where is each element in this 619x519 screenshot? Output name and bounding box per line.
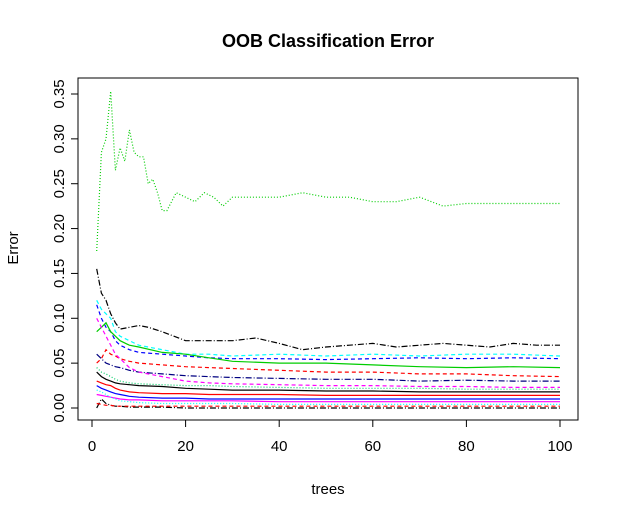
series-line-3	[96, 300, 561, 357]
series-line-15	[96, 398, 560, 409]
x-tick-label: 100	[547, 438, 572, 455]
x-tick-label: 20	[177, 438, 194, 455]
series-line-16	[96, 402, 560, 407]
x-tick-label: 40	[271, 438, 288, 455]
y-axis: 0.00 0.05 0.10 0.15 0.20 0.25 0.30 0.35	[51, 79, 79, 423]
y-tick-label: 0.15	[51, 259, 68, 288]
series-line-4	[96, 304, 561, 361]
plot-area	[96, 91, 561, 409]
y-tick-label: 0.35	[51, 79, 68, 108]
y-tick-label: 0.25	[51, 169, 68, 198]
y-tick-label: 0.05	[51, 349, 68, 378]
y-tick-label: 0.30	[51, 124, 68, 153]
x-tick-label: 80	[458, 438, 475, 455]
y-axis-label: Error	[5, 231, 22, 264]
series-line-1	[96, 91, 560, 252]
series-line-12	[96, 385, 560, 400]
y-tick-label: 0.20	[51, 214, 68, 243]
chart-title: OOB Classification Error	[222, 31, 434, 51]
series-line-9	[96, 367, 560, 390]
plot-frame	[77, 77, 579, 421]
series-line-6	[96, 348, 561, 378]
series-line-8	[96, 318, 560, 388]
y-tick-label: 0.00	[51, 393, 68, 422]
series-line-2	[96, 268, 560, 351]
x-axis: 0 20 40 60 80 100	[88, 419, 573, 455]
series-line-5	[96, 321, 561, 369]
series-line-11	[96, 380, 560, 396]
x-tick-label: 60	[364, 438, 381, 455]
x-tick-label: 0	[88, 438, 96, 455]
series-line-10	[96, 371, 560, 393]
y-tick-label: 0.10	[51, 304, 68, 333]
series-line-7	[96, 353, 560, 382]
x-axis-label: trees	[311, 481, 344, 498]
series-line-14	[96, 389, 560, 405]
